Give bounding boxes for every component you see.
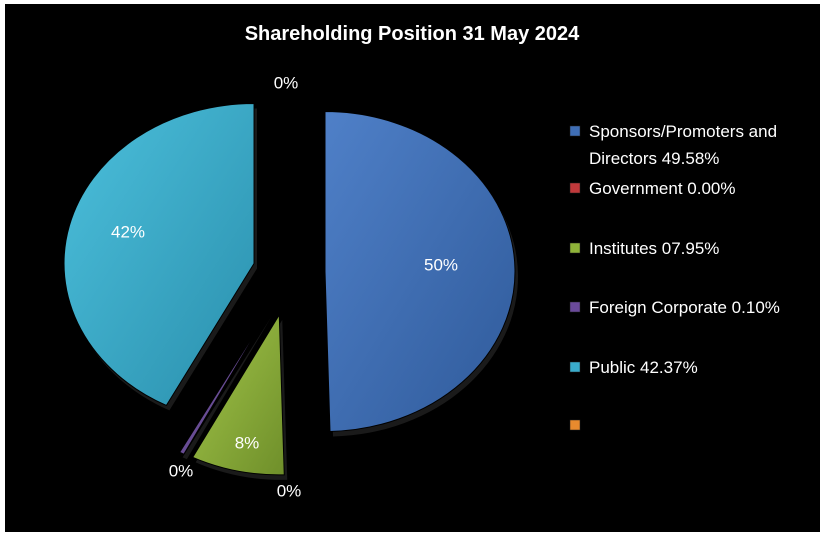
legend-label: Public 42.37% (589, 358, 698, 377)
legend-swatch (569, 361, 581, 373)
legend-label: Government 0.00% (589, 179, 735, 198)
legend-swatch (569, 125, 581, 137)
label-public: 42% (111, 222, 145, 241)
legend-label: Foreign Corporate 0.10% (589, 298, 780, 317)
legend-label: Institutes 07.95% (589, 239, 719, 258)
legend-item-other (569, 419, 581, 431)
chart-frame: Shareholding Position 31 May 2024 50% 0% 8… (5, 4, 820, 532)
legend-item-sponsors: Sponsors/Promoters and Directors 49.58% (569, 122, 777, 168)
legend-label: Sponsors/Promoters and (589, 122, 777, 141)
label-sponsors: 50% (424, 255, 458, 274)
legend-item-foreign-corporate: Foreign Corporate 0.10% (569, 298, 780, 317)
pie-chart: Shareholding Position 31 May 2024 50% 0% 8… (63, 23, 780, 500)
legend: Sponsors/Promoters and Directors 49.58% Go… (569, 122, 780, 431)
label-government: 0% (274, 73, 299, 92)
chart-title: Shareholding Position 31 May 2024 (245, 23, 580, 45)
label-foreign-corporate: 0% (169, 461, 194, 480)
legend-item-government: Government 0.00% (569, 179, 735, 198)
label-institutes: 8% (235, 433, 260, 452)
legend-swatch (569, 301, 581, 313)
label-other: 0% (277, 481, 302, 500)
data-labels: 50% 0% 8% 0% 42% 0% (111, 73, 458, 500)
legend-label: Directors 49.58% (589, 149, 719, 168)
slice-foreign-corporate (178, 310, 270, 455)
slice-institutes (191, 313, 285, 476)
legend-swatch (569, 182, 581, 194)
pie-slices (63, 102, 518, 480)
legend-swatch (569, 242, 581, 254)
slice-foreign-corporate-shadow (182, 316, 272, 460)
slice-sponsors (324, 111, 516, 432)
legend-item-public: Public 42.37% (569, 358, 698, 377)
slice-public (63, 102, 255, 407)
legend-swatch (569, 419, 581, 431)
legend-item-institutes: Institutes 07.95% (569, 239, 719, 258)
